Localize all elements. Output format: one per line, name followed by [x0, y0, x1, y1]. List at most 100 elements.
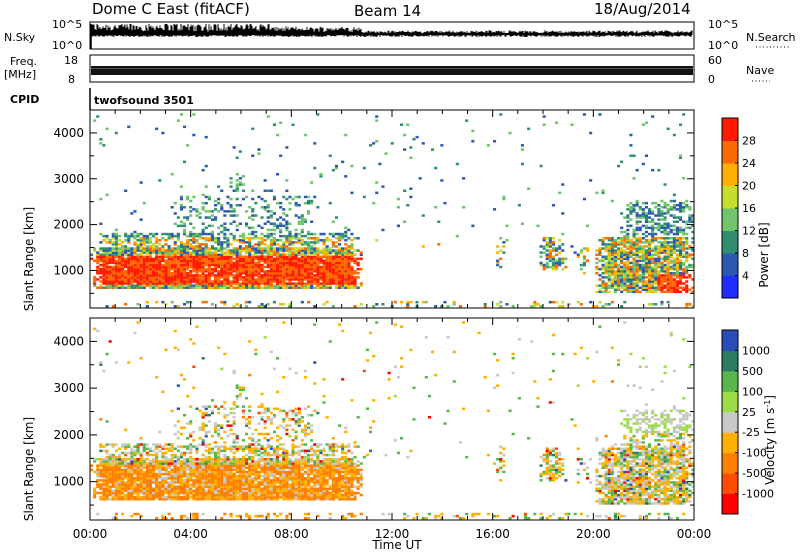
heatmap-cell: [272, 241, 276, 244]
heatmap-cell: [152, 263, 156, 267]
heatmap-cell: [350, 267, 354, 271]
heatmap-cell: [210, 409, 214, 413]
heatmap-cell: [220, 259, 224, 263]
nsky-tick-bottom: 10^0: [52, 39, 82, 52]
heatmap-cell: [121, 249, 125, 252]
heatmap-cell: [421, 300, 425, 304]
heatmap-cell: [245, 483, 249, 486]
heatmap-cell: [108, 255, 112, 258]
heatmap-cell: [145, 265, 149, 269]
heatmap-cell: [139, 455, 143, 459]
heatmap-cell: [251, 477, 255, 480]
heatmap-cell: [183, 413, 187, 417]
heatmap-cell: [192, 237, 196, 240]
heatmap-cell: [235, 487, 239, 490]
heatmap-cell: [117, 479, 121, 482]
heatmap-cell: [232, 274, 236, 277]
heatmap-cell: [217, 472, 221, 476]
heatmap-cell: [204, 455, 208, 459]
heatmap-cell: [217, 453, 221, 457]
heatmap-cell: [183, 276, 187, 279]
heatmap-cell: [235, 274, 239, 277]
heatmap-cell: [220, 489, 224, 493]
heatmap-cell: [682, 247, 686, 250]
heatmap-cell: [179, 460, 183, 463]
heatmap-cell: [173, 284, 177, 287]
heatmap-cell: [353, 270, 357, 273]
heatmap-cell: [201, 464, 205, 467]
heatmap-cell: [136, 284, 140, 287]
heatmap-cell: [229, 464, 233, 467]
heatmap-cell: [688, 265, 692, 269]
heatmap-cell: [245, 241, 249, 244]
heatmap-cell: [195, 477, 199, 480]
heatmap-cell: [117, 263, 121, 267]
heatmap-cell: [248, 216, 252, 219]
heatmap-cell: [133, 331, 137, 335]
heatmap-cell: [626, 261, 630, 265]
heatmap-cell: [127, 474, 131, 478]
heatmap-cell: [353, 253, 357, 256]
heatmap-cell: [635, 168, 639, 172]
heatmap-cell: [155, 232, 159, 236]
heatmap-cell: [675, 288, 679, 291]
heatmap-cell: [654, 253, 658, 256]
heatmap-cell: [226, 243, 230, 246]
heatmap-cell: [288, 241, 292, 244]
heatmap-cell: [189, 338, 193, 341]
heatmap-cell: [666, 204, 670, 207]
heatmap-cell: [660, 263, 664, 267]
heatmap-cell: [666, 284, 670, 287]
heatmap-cell: [269, 278, 273, 281]
heatmap-cell: [245, 514, 249, 518]
heatmap-cell: [189, 253, 193, 256]
heatmap-cell: [660, 218, 664, 221]
heatmap-cell: [167, 464, 171, 467]
heatmap-cell: [251, 245, 255, 248]
heatmap-cell: [235, 156, 239, 159]
heatmap-cell: [176, 247, 180, 250]
heatmap-cell: [248, 477, 252, 480]
heatmap-cell: [626, 274, 630, 277]
heatmap-cell: [164, 261, 168, 265]
heatmap-cell: [542, 265, 546, 269]
heatmap-cell: [328, 274, 332, 277]
heatmap-cell: [654, 270, 658, 273]
heatmap-cell: [254, 201, 258, 205]
heatmap-cell: [635, 276, 639, 279]
heatmap-cell: [170, 449, 174, 453]
heatmap-cell: [660, 245, 664, 248]
heatmap-cell: [176, 437, 180, 440]
heatmap-cell: [257, 464, 261, 467]
heatmap-cell: [105, 267, 109, 271]
heatmap-cell: [421, 142, 425, 145]
heatmap-cell: [176, 261, 180, 265]
heatmap-cell: [170, 447, 174, 450]
heatmap-cell: [682, 276, 686, 279]
heatmap-cell: [192, 445, 196, 448]
heatmap-cell: [121, 241, 125, 244]
heatmap-cell: [269, 245, 273, 248]
heatmap-cell: [685, 272, 689, 275]
heatmap-cell: [251, 447, 255, 450]
heatmap-cell: [282, 282, 286, 285]
heatmap-cell: [152, 284, 156, 287]
heatmap-cell: [685, 206, 689, 209]
heatmap-cell: [148, 259, 152, 263]
heatmap-cell: [145, 477, 149, 480]
heatmap-cell: [334, 245, 338, 248]
heatmap-cell: [679, 241, 683, 244]
heatmap-cell: [303, 133, 307, 137]
heatmap-cell: [139, 357, 143, 360]
heatmap-cell: [201, 485, 205, 488]
heatmap-cell: [263, 474, 267, 478]
heatmap-cell: [96, 261, 100, 265]
heatmap-cell: [248, 485, 252, 488]
heatmap-cell: [136, 470, 140, 474]
heatmap-cell: [136, 234, 140, 238]
heatmap-cell: [133, 468, 137, 472]
heatmap-cell: [282, 245, 286, 248]
heatmap-cell: [229, 487, 233, 490]
heatmap-cell: [204, 445, 208, 448]
heatmap-cell: [133, 274, 137, 277]
